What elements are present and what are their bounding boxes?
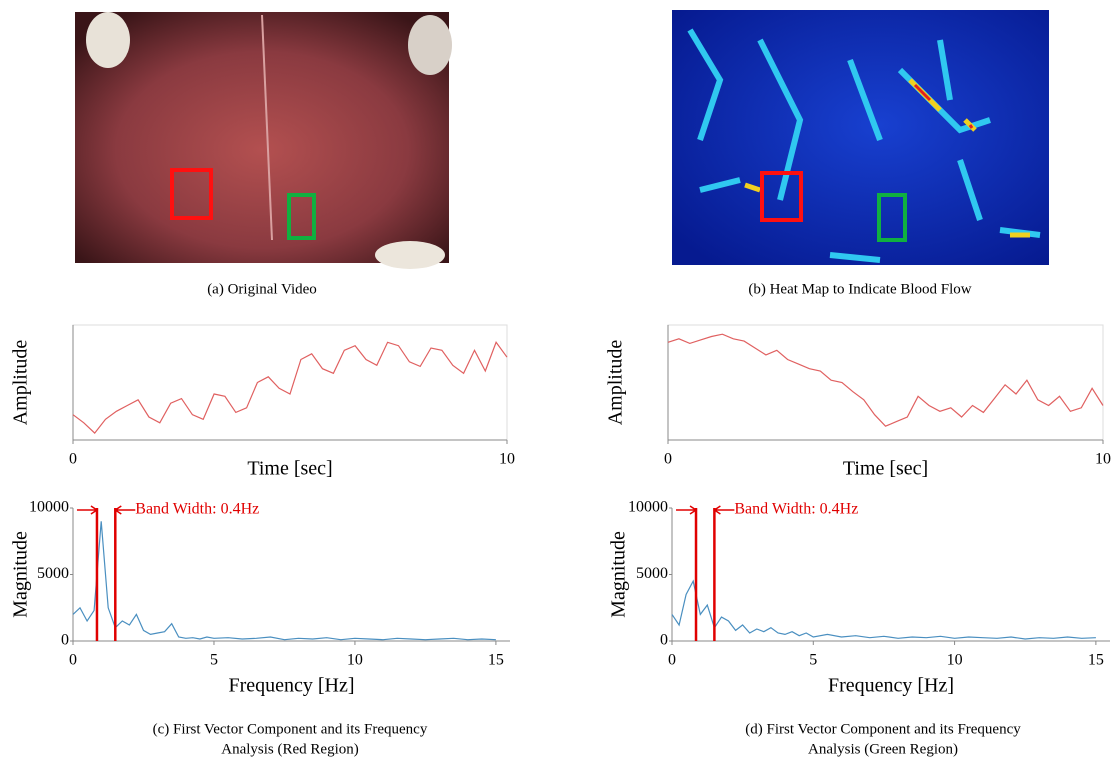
caption: (d) First Vector Component and its Frequ…	[745, 721, 1021, 737]
x-axis-label: Time [sec]	[247, 458, 332, 480]
y-axis-label: Amplitude	[10, 340, 32, 426]
plot-frame	[72, 324, 508, 441]
y-tick-label: 10000	[29, 499, 69, 516]
y-axis-label: Magnitude	[608, 531, 630, 618]
x-tick-label: 10	[947, 652, 963, 669]
x-axis-label: Frequency [Hz]	[828, 675, 954, 697]
data-line	[72, 521, 496, 641]
x-tick-label: 10	[347, 652, 363, 669]
x-tick-label: 10	[499, 451, 515, 468]
y-axis-label: Amplitude	[605, 340, 627, 426]
x-tick-label: 0	[69, 451, 77, 468]
annotation: Band Width: 0.4Hz	[135, 501, 259, 518]
x-tick-label: 0	[69, 652, 77, 669]
caption: (a) Original Video	[207, 281, 317, 297]
band-arrow	[76, 505, 136, 515]
y-axis-label: Magnitude	[10, 531, 32, 618]
y-tick-label: 10000	[628, 499, 668, 516]
data-line	[667, 333, 1104, 427]
data-line	[72, 341, 508, 434]
x-tick-label: 15	[1088, 652, 1104, 669]
x-tick-label: 5	[809, 652, 817, 669]
x-tick-label: 0	[664, 451, 672, 468]
y-tick-label: 5000	[636, 565, 668, 582]
caption: (b) Heat Map to Indicate Blood Flow	[748, 281, 971, 297]
y-tick-label: 0	[660, 632, 668, 649]
data-line	[671, 579, 1096, 640]
plot-frame	[667, 324, 1104, 441]
annotation: Band Width: 0.4Hz	[734, 501, 858, 518]
original-video	[75, 12, 452, 269]
band-arrow	[676, 505, 735, 515]
y-tick-label: 0	[61, 632, 69, 649]
caption: (c) First Vector Component and its Frequ…	[153, 721, 428, 737]
x-axis-label: Frequency [Hz]	[228, 675, 354, 697]
caption: Analysis (Green Region)	[808, 741, 958, 757]
x-tick-label: 0	[668, 652, 676, 669]
x-tick-label: 15	[488, 652, 504, 669]
x-tick-label: 10	[1095, 451, 1111, 468]
x-axis-label: Time [sec]	[843, 458, 928, 480]
x-tick-label: 5	[210, 652, 218, 669]
y-tick-label: 5000	[37, 565, 69, 582]
heat-map	[672, 10, 1049, 265]
caption: Analysis (Red Region)	[221, 741, 358, 757]
